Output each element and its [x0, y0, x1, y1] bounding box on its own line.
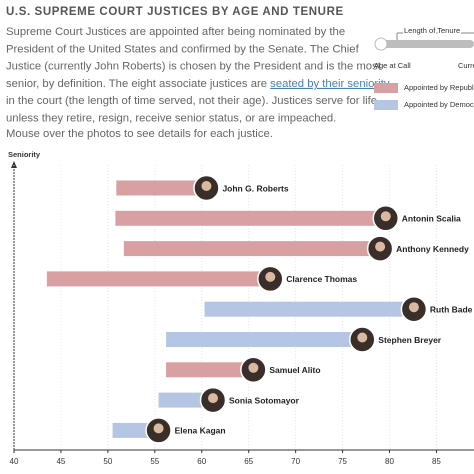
- intro-text: unless they retire, resign, receive seni…: [6, 112, 336, 124]
- justice-name: Stephen Breyer: [378, 335, 442, 345]
- x-tick-label: 65: [244, 457, 253, 466]
- justice-face: [153, 423, 164, 434]
- y-axis-label: Seniority: [8, 150, 41, 159]
- justice-name: Sonia Sotomayor: [229, 395, 300, 405]
- x-tick-label: 45: [56, 457, 65, 466]
- intro-text: in the court (the length of time served,…: [6, 95, 377, 107]
- legend-swatch: [374, 83, 398, 93]
- title: U.S. SUPREME COURT JUSTICES BY AGE AND T…: [6, 6, 344, 18]
- justice-face: [248, 362, 259, 373]
- intro-text: Justice (currently John Roberts) is chos…: [6, 61, 382, 73]
- x-tick-label: 70: [291, 457, 300, 466]
- x-tick-label: 50: [103, 457, 112, 466]
- x-tick-label: 55: [150, 457, 159, 466]
- justice-name: Clarence Thomas: [286, 274, 357, 284]
- legend-tenure-dot: [374, 37, 388, 51]
- tenure-bar: [46, 271, 271, 287]
- justice-name: Anthony Kennedy: [396, 244, 469, 254]
- justice-name: Samuel Alito: [269, 365, 320, 375]
- hint: Mouse over the photos to see details for…: [6, 128, 273, 140]
- tenure-bar: [115, 210, 386, 226]
- justice-name: Antonin Scalia: [402, 214, 461, 224]
- tenure-bar: [123, 241, 381, 257]
- legend-swatch: [374, 100, 398, 110]
- intro-line: senior, by definition. The eight associa…: [6, 78, 390, 90]
- justice-face: [380, 211, 391, 222]
- tenure-bar: [116, 180, 207, 196]
- tenure-bar: [158, 392, 214, 408]
- y-axis-arrow: [11, 161, 17, 168]
- legend-label: Appointed by Democra: [404, 100, 474, 109]
- tenure-bar: [166, 362, 254, 378]
- justice-face: [208, 393, 219, 404]
- intro-line: Supreme Court Justices are appointed aft…: [6, 26, 345, 38]
- intro-line: President of the United States and confi…: [6, 43, 360, 55]
- x-tick-label: 75: [338, 457, 347, 466]
- x-tick-label: 60: [197, 457, 206, 466]
- intro-line: Justice (currently John Roberts) is chos…: [6, 61, 382, 73]
- intro: Supreme Court Justices are appointed aft…: [6, 26, 390, 125]
- tenure-bar: [166, 332, 363, 347]
- seniority-link[interactable]: seated by their seniority: [270, 78, 390, 90]
- tenure-bar: [204, 301, 414, 317]
- intro-text: President of the United States and confi…: [6, 43, 360, 55]
- justice-name: John G. Roberts: [222, 183, 288, 193]
- intro-line: unless they retire, resign, receive seni…: [6, 112, 336, 124]
- justice-face: [357, 332, 368, 343]
- legend-label: Appointed by Republic: [404, 83, 474, 92]
- justice-face: [265, 271, 276, 282]
- justice-face: [375, 241, 386, 252]
- intro-text: Supreme Court Justices are appointed aft…: [6, 26, 345, 38]
- legend-tenure-title: Length of Tenure: [404, 26, 460, 35]
- x-tick-label: 40: [10, 457, 19, 466]
- x-tick-label: 80: [385, 457, 394, 466]
- justice-name: Elena Kagan: [175, 426, 226, 436]
- intro-text: senior, by definition. The eight associa…: [6, 78, 267, 90]
- legend-tenure-bar: [377, 40, 474, 48]
- legend-start: Age at Call: [374, 61, 411, 70]
- justice-name: Ruth Bade: [430, 304, 473, 314]
- legend-end: Curre: [458, 61, 474, 70]
- x-tick-label: 85: [432, 457, 441, 466]
- intro-line: in the court (the length of time served,…: [6, 95, 377, 107]
- justice-face: [201, 181, 212, 191]
- justice-face: [408, 302, 419, 313]
